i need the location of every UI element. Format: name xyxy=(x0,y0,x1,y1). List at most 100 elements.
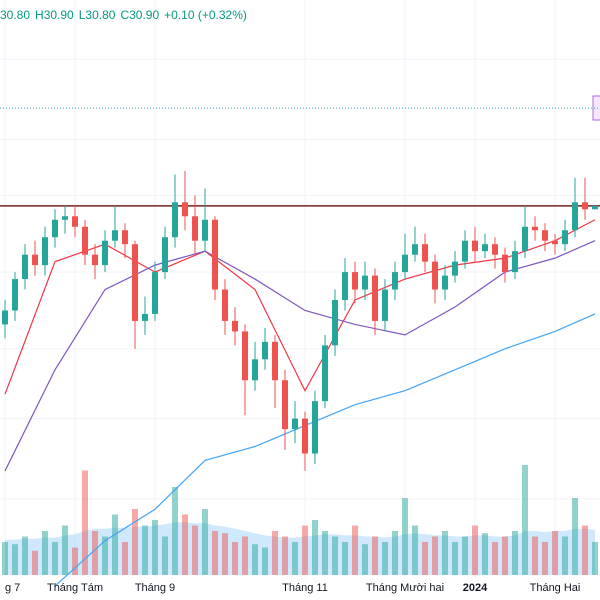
moving-average xyxy=(4,240,596,472)
candle-body xyxy=(432,261,438,290)
candle-body xyxy=(472,240,478,252)
volume-bar xyxy=(502,536,508,575)
volume-bar xyxy=(362,544,368,575)
candle-body xyxy=(342,272,348,300)
candle-body xyxy=(532,226,538,231)
volume-bar xyxy=(262,547,268,575)
candle-body xyxy=(272,341,278,381)
volume-bar xyxy=(12,544,18,575)
header-value: H30.90 xyxy=(35,8,74,22)
candle-body xyxy=(62,216,68,220)
volume-bar xyxy=(392,531,398,575)
x-tick-label: 2024 xyxy=(463,582,488,594)
volume-bar xyxy=(512,531,518,575)
candle-body xyxy=(362,275,368,290)
volume-bar xyxy=(592,542,598,575)
candle-body xyxy=(382,289,388,321)
candle-body xyxy=(422,244,428,262)
volume-bar xyxy=(82,470,88,575)
price-badge xyxy=(592,95,600,121)
candle-body xyxy=(402,254,408,273)
candle-body xyxy=(112,230,118,241)
candle-body xyxy=(592,205,598,210)
volume-bar xyxy=(252,544,258,575)
candle-body xyxy=(222,289,228,321)
volume-bar xyxy=(62,525,68,575)
candle-body xyxy=(2,310,8,325)
volume-bar xyxy=(272,531,278,575)
candle-body xyxy=(582,202,588,210)
candle-body xyxy=(302,418,308,454)
volume-bar xyxy=(462,536,468,575)
volume-bar xyxy=(92,531,98,575)
volume-bar xyxy=(2,542,8,575)
candle-body xyxy=(202,219,208,241)
volume-bar xyxy=(142,525,148,575)
candle-body xyxy=(232,320,238,332)
candle-body xyxy=(372,275,378,321)
candle-body xyxy=(282,380,288,430)
candle-body xyxy=(262,341,268,360)
candle-body xyxy=(212,219,218,290)
volume-bar xyxy=(432,536,438,575)
candle-body xyxy=(482,244,488,252)
ohlc-header: 30.80 H30.90 L30.80 C30.90 +0.10 (+0.32%) xyxy=(0,8,247,22)
candle-body xyxy=(172,202,178,238)
candle-body xyxy=(132,244,138,321)
volume-bar xyxy=(152,520,158,575)
volume-bar xyxy=(292,542,298,575)
candle-body xyxy=(122,230,128,245)
candle-body xyxy=(322,345,328,402)
volume-bar xyxy=(482,533,488,575)
candle-body xyxy=(152,272,158,314)
candle-body xyxy=(312,401,318,454)
candle-body xyxy=(32,254,38,266)
volume-bar xyxy=(42,531,48,575)
candle-body xyxy=(72,216,78,227)
volume-bar xyxy=(112,514,118,575)
volume-bar xyxy=(532,536,538,575)
volume-bar xyxy=(372,536,378,575)
header-value: 30.80 xyxy=(0,8,31,22)
volume-bar xyxy=(342,542,348,575)
volume-bar xyxy=(72,547,78,575)
volume-bar xyxy=(312,520,318,575)
volume-bar xyxy=(442,531,448,575)
candle-body xyxy=(22,254,28,280)
volume-bar xyxy=(192,525,198,575)
candle-body xyxy=(522,226,528,252)
volume-bar xyxy=(352,525,358,575)
volume-bar xyxy=(242,536,248,575)
volume-bar xyxy=(332,536,338,575)
volume-bar xyxy=(522,465,528,575)
candle-body xyxy=(102,240,108,266)
header-value: L30.80 xyxy=(78,8,116,22)
header-value: +0.10 (+0.32%) xyxy=(164,8,247,22)
volume-bar xyxy=(282,536,288,575)
volume-bar xyxy=(422,542,428,575)
candle-body xyxy=(552,240,558,245)
volume-bar xyxy=(382,542,388,575)
volume-bar xyxy=(212,531,218,575)
x-tick-label: Tháng Tám xyxy=(47,582,103,594)
volume-bar xyxy=(22,536,28,575)
volume-bar xyxy=(572,498,578,575)
volume-bar xyxy=(552,531,558,575)
candle-body xyxy=(442,275,448,290)
volume-bar xyxy=(562,536,568,575)
volume-bar xyxy=(302,525,308,575)
volume-bar xyxy=(412,525,418,575)
volume-bar xyxy=(492,542,498,575)
volume-bar xyxy=(52,542,58,575)
candle-body xyxy=(82,226,88,255)
volume-bar xyxy=(582,525,588,575)
volume-bar xyxy=(322,531,328,575)
x-tick-label: Tháng Hai xyxy=(530,582,581,594)
candle-body xyxy=(392,272,398,290)
candle-body xyxy=(492,244,498,255)
candle-body xyxy=(562,230,568,245)
volume-bar xyxy=(162,536,168,575)
volume-bar xyxy=(402,498,408,575)
volume-bar xyxy=(232,542,238,575)
